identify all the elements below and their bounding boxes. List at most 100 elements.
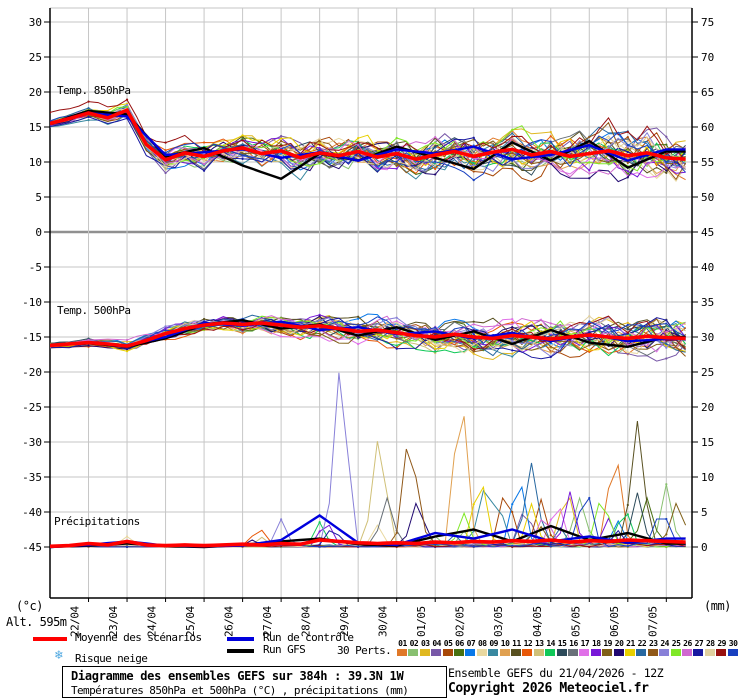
svg-text:60: 60 [701, 121, 714, 134]
panel-label-t500: Temp. 500hPa [57, 304, 131, 317]
svg-text:0: 0 [701, 541, 708, 554]
right-axis-unit: (mm) [704, 599, 731, 613]
svg-text:30: 30 [29, 16, 42, 29]
pert-color-swatch [568, 649, 578, 656]
pert-number: 29 [717, 639, 726, 648]
pert-color-swatch [602, 649, 613, 656]
svg-text:20: 20 [29, 86, 42, 99]
pert-number: 21 [626, 639, 635, 648]
chart-title-box: Diagramme des ensembles GEFS sur 384h : … [62, 666, 447, 698]
pert-color-swatch [545, 649, 556, 656]
pert-color-swatch [522, 649, 533, 656]
pert-color-swatch [693, 649, 704, 656]
svg-text:25/04: 25/04 [184, 606, 197, 637]
svg-text:35: 35 [701, 296, 714, 309]
pert-number: 06 [455, 639, 464, 648]
pert-key-13: 13 [533, 639, 545, 656]
ensemble-chart-plot: 302520151050-5-10-15-20-25-30-35-40-4575… [22, 7, 714, 637]
svg-text:25: 25 [701, 366, 714, 379]
mean-line-swatch [33, 637, 67, 641]
pert-number: 01 [398, 639, 407, 648]
pert-number: 26 [683, 639, 692, 648]
pert-key-11: 11 [511, 639, 522, 656]
svg-text:-25: -25 [22, 401, 42, 414]
svg-text:10: 10 [29, 156, 42, 169]
pert-color-swatch [659, 649, 670, 656]
svg-text:75: 75 [701, 16, 714, 29]
chart-subtitle: Températures 850hPa et 500hPa (°C) , pré… [71, 684, 409, 697]
pert-color-swatch [704, 649, 715, 656]
svg-text:05/05: 05/05 [569, 606, 582, 637]
svg-text:28/04: 28/04 [300, 606, 313, 637]
svg-text:-35: -35 [22, 471, 42, 484]
pert-key-19: 19 [602, 639, 613, 656]
svg-text:-40: -40 [22, 506, 42, 519]
pert-number: 16 [569, 639, 578, 648]
pert-color-swatch [408, 649, 419, 656]
pert-color-swatch [670, 649, 681, 656]
pert-key-28: 28 [704, 639, 716, 656]
pert-key-25: 25 [670, 639, 682, 656]
svg-text:03/05: 03/05 [492, 606, 505, 637]
pert-number: 03 [420, 639, 430, 648]
svg-text:65: 65 [701, 86, 714, 99]
pert-color-swatch [419, 649, 430, 656]
pert-number: 19 [603, 639, 612, 648]
pert-color-swatch [476, 649, 487, 656]
legend-control-label: Run de contrôle [263, 631, 354, 644]
pert-number: 05 [443, 639, 453, 648]
pert-number: 22 [637, 639, 647, 648]
pert-key-26: 26 [682, 639, 693, 656]
svg-text:5: 5 [35, 191, 42, 204]
svg-text:25: 25 [29, 51, 42, 64]
pert-number: 07 [466, 639, 476, 648]
pert-color-swatch [682, 649, 692, 656]
svg-text:30: 30 [701, 331, 714, 344]
pert-color-swatch [511, 649, 521, 656]
pert-key-10: 10 [499, 639, 511, 656]
svg-text:0: 0 [35, 226, 42, 239]
pert-number: 09 [489, 639, 498, 648]
svg-text:45: 45 [701, 226, 714, 239]
svg-text:-20: -20 [22, 366, 42, 379]
pert-number: 04 [432, 639, 441, 648]
pert-color-swatch [465, 649, 476, 656]
pert-color-swatch [625, 649, 635, 656]
pert-color-swatch [613, 649, 624, 656]
pert-number: 30 [728, 639, 738, 648]
svg-text:29/04: 29/04 [338, 606, 351, 637]
svg-text:23/04: 23/04 [107, 606, 120, 637]
left-axis-unit: (°c) [16, 599, 43, 613]
pert-number: 12 [523, 639, 533, 648]
pert-number: 15 [557, 639, 567, 648]
pert-key-14: 14 [545, 639, 556, 656]
svg-text:5: 5 [701, 506, 708, 519]
pert-key-29: 29 [716, 639, 727, 656]
pert-key-07: 07 [465, 639, 476, 656]
pert-number: 27 [694, 639, 704, 648]
svg-text:01/05: 01/05 [415, 606, 428, 637]
svg-text:20: 20 [701, 401, 714, 414]
pert-number: 08 [477, 639, 487, 648]
pert-key-18: 18 [590, 639, 602, 656]
pert-color-swatch [579, 649, 590, 656]
panel-label-t850: Temp. 850hPa [57, 84, 131, 97]
pert-color-swatch [442, 649, 453, 656]
pert-color-swatch [454, 649, 464, 656]
pert-key-24: 24 [659, 639, 670, 656]
svg-text:55: 55 [701, 156, 714, 169]
chart-title: Diagramme des ensembles GEFS sur 384h : … [71, 669, 404, 683]
pert-number: 11 [512, 639, 521, 648]
pert-key-04: 04 [431, 639, 442, 656]
svg-text:15: 15 [29, 121, 42, 134]
panel-label-precip: Précipitations [54, 515, 140, 528]
pert-color-swatch [397, 649, 407, 656]
pert-key-09: 09 [488, 639, 499, 656]
control-line-swatch [227, 637, 254, 641]
pert-key-01: 01 [397, 639, 408, 656]
pert-key-16: 16 [568, 639, 579, 656]
legend-gfs-label: Run GFS [263, 643, 306, 656]
pert-color-swatch [727, 649, 738, 656]
svg-text:70: 70 [701, 51, 714, 64]
